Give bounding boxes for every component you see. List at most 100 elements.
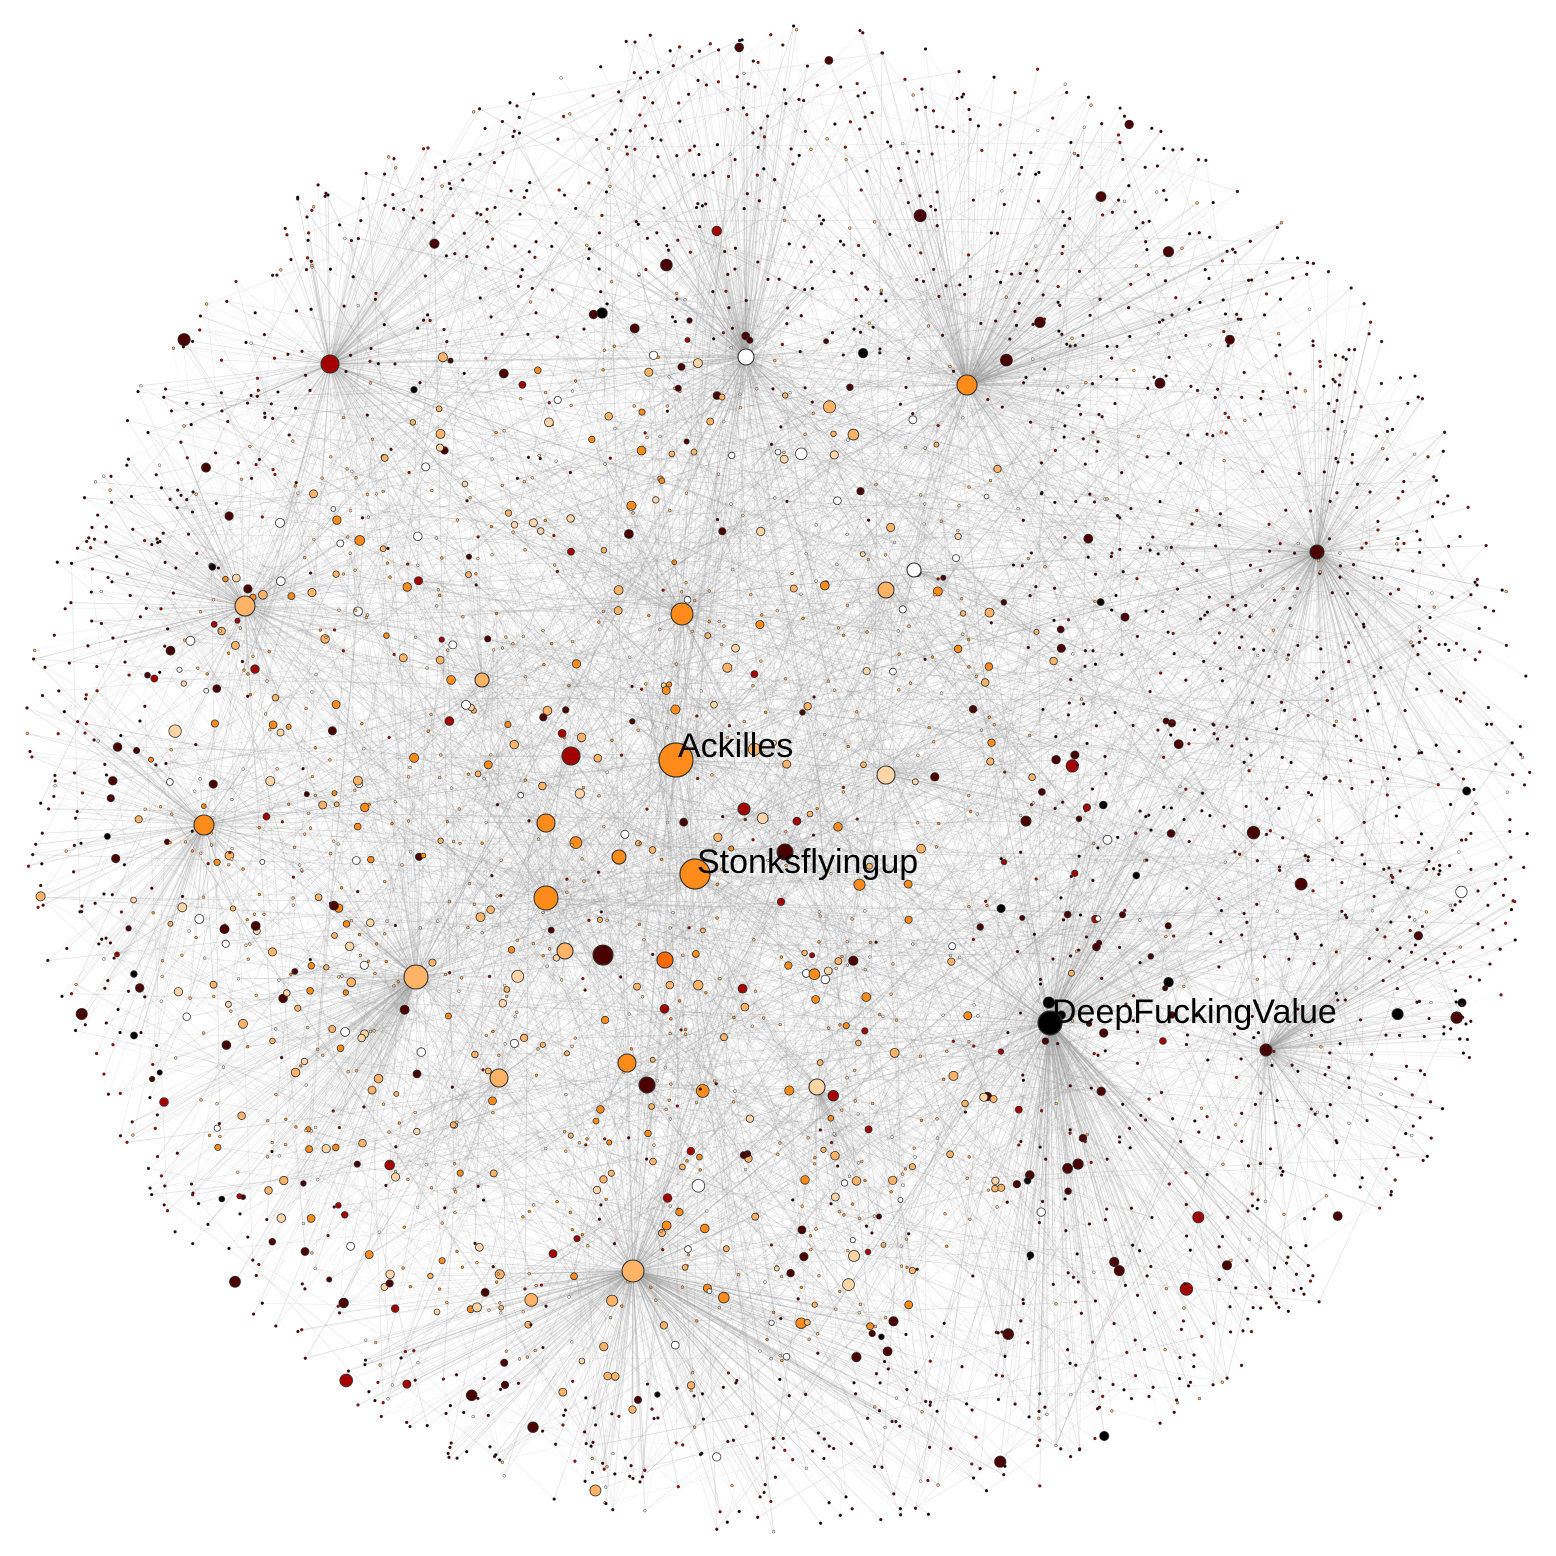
edge [1316,551,1453,770]
edge [1049,593,1391,1024]
edge [966,384,1068,388]
edge [632,1270,888,1352]
edge [203,824,205,959]
edge [845,159,1293,1066]
edge [1070,1129,1387,1170]
edge [447,649,483,681]
edge [275,697,815,1165]
edge [991,742,1351,761]
edge [966,343,1067,386]
edge [745,1086,818,1170]
edge [966,384,970,488]
edge [545,387,806,899]
edge [1281,551,1318,703]
edge [1265,1049,1271,1149]
edge [966,211,1136,386]
edge [496,1270,634,1283]
edge [243,868,696,875]
edge [1309,309,1318,553]
edge [441,639,1289,1312]
edge [459,808,547,824]
edge [694,175,706,875]
edge [885,679,1071,776]
edge [379,391,681,1366]
edge [304,976,417,1289]
edge [175,567,708,1212]
edge [614,129,747,358]
edge [203,824,331,854]
edge [419,382,968,386]
edge [415,527,892,978]
edge [1265,1049,1284,1172]
edge [227,363,331,1005]
edge [676,155,845,1184]
edge [461,551,1318,979]
edge [816,1086,854,1241]
edge [694,873,1337,953]
edge [745,356,806,389]
edge [200,611,765,1493]
edge [412,179,775,423]
edge [1265,870,1401,1051]
edge [967,1015,1051,1024]
edge [608,648,1254,954]
edge [113,382,371,959]
edge [534,1270,634,1351]
edge [144,706,168,1211]
edge [325,193,794,1201]
edge [1049,1022,1140,1251]
edge [786,501,1120,519]
edge [917,755,1214,1324]
edge [364,1270,634,1366]
edge [1049,1022,1102,1092]
edge [966,274,1149,386]
edge [604,1270,634,1503]
edge [966,336,1130,386]
edge [241,479,246,607]
edge [137,363,331,392]
edge [694,71,960,875]
edge [745,356,1479,892]
edge [165,572,1320,764]
edge [454,1077,500,1164]
edge [1316,431,1388,553]
edge [694,433,834,1428]
edge [486,822,547,824]
edge [816,1086,832,1143]
edge [217,976,417,1148]
edge [1049,946,1097,1024]
edge [743,52,883,74]
edge [1220,551,1318,942]
edge [681,613,859,1115]
edge [1316,287,1352,553]
edge [349,945,781,1380]
edge [639,218,1071,1483]
edge [866,589,887,672]
edge [905,392,1064,1335]
edge [518,95,859,287]
edge [745,356,1425,1037]
edge [332,976,417,1112]
edge [632,1270,776,1478]
edge [1251,1049,1267,1194]
edge [200,315,331,365]
edge [192,434,854,1194]
edge [1049,1022,1220,1247]
edge [425,466,1439,786]
edge [1316,551,1346,648]
edge [966,201,1125,386]
edge [966,384,1087,938]
edge [171,813,566,1411]
edge [642,922,1248,1478]
edge [1247,1049,1267,1166]
edge [136,742,774,751]
edge [610,457,1086,652]
edge [859,128,968,386]
edge [853,328,968,386]
edge [213,873,696,997]
edge [545,418,1388,899]
edge [57,733,205,826]
edge [281,1057,873,1104]
edge [1049,942,1100,1024]
edge [1037,1022,1051,1446]
